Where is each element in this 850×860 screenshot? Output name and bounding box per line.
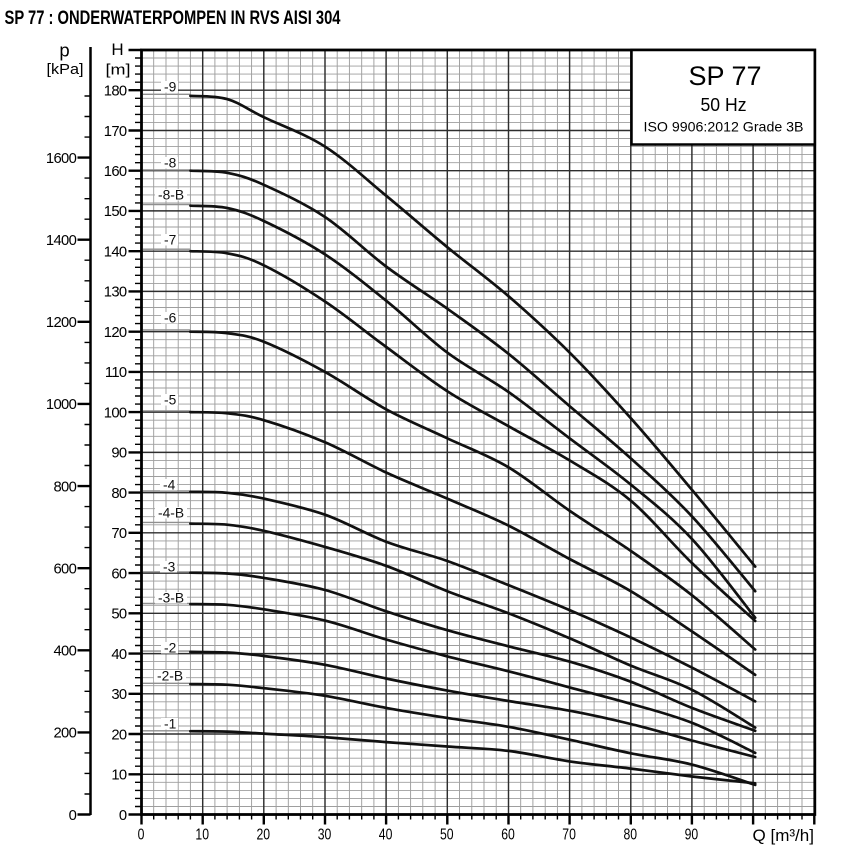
svg-text:0: 0 xyxy=(138,827,145,844)
svg-text:1000: 1000 xyxy=(46,397,77,413)
svg-text:60: 60 xyxy=(111,566,127,582)
svg-text:10: 10 xyxy=(195,827,209,844)
svg-text:-2-B: -2-B xyxy=(157,669,183,684)
svg-text:SP 77 : ONDERWATERPOMPEN IN RV: SP 77 : ONDERWATERPOMPEN IN RVS AISI 304 xyxy=(5,7,341,29)
svg-text:-2: -2 xyxy=(164,641,176,656)
svg-text:90: 90 xyxy=(111,446,127,462)
svg-text:-6: -6 xyxy=(164,311,177,326)
svg-text:30: 30 xyxy=(111,687,127,703)
svg-text:-1: -1 xyxy=(164,717,176,732)
svg-text:200: 200 xyxy=(53,726,76,742)
svg-text:20: 20 xyxy=(111,727,127,743)
svg-text:H: H xyxy=(111,40,123,59)
svg-text:80: 80 xyxy=(111,486,127,502)
svg-text:p: p xyxy=(59,39,69,60)
svg-text:1200: 1200 xyxy=(46,315,77,331)
svg-text:-3: -3 xyxy=(163,560,176,575)
svg-text:90: 90 xyxy=(685,827,699,844)
svg-text:30: 30 xyxy=(318,827,332,844)
svg-text:150: 150 xyxy=(104,204,127,220)
svg-text:140: 140 xyxy=(104,245,127,261)
svg-text:80: 80 xyxy=(624,827,638,844)
svg-text:-3-B: -3-B xyxy=(158,591,184,606)
svg-text:600: 600 xyxy=(53,562,76,578)
svg-text:[kPa]: [kPa] xyxy=(47,61,84,78)
svg-text:130: 130 xyxy=(104,285,127,301)
svg-text:20: 20 xyxy=(257,827,271,844)
svg-text:110: 110 xyxy=(105,365,127,381)
svg-text:-7: -7 xyxy=(164,233,176,248)
svg-text:SP 77: SP 77 xyxy=(689,61,762,91)
svg-text:1600: 1600 xyxy=(46,151,77,167)
svg-text:-4: -4 xyxy=(163,478,176,493)
svg-text:120: 120 xyxy=(104,325,127,341)
svg-text:-8-B: -8-B xyxy=(158,188,184,203)
svg-text:0: 0 xyxy=(69,808,77,824)
svg-text:180: 180 xyxy=(104,84,127,100)
svg-text:60: 60 xyxy=(501,827,515,844)
svg-text:100: 100 xyxy=(104,405,127,421)
svg-text:70: 70 xyxy=(111,526,127,542)
svg-text:800: 800 xyxy=(53,479,76,495)
svg-text:-8: -8 xyxy=(164,156,177,171)
svg-text:40: 40 xyxy=(379,827,393,844)
svg-text:-5: -5 xyxy=(164,393,177,408)
svg-text:10: 10 xyxy=(111,768,127,784)
svg-text:Q [m³/h]: Q [m³/h] xyxy=(753,827,815,845)
svg-text:0: 0 xyxy=(119,808,127,824)
svg-text:-4-B: -4-B xyxy=(158,506,184,521)
svg-text:ISO 9906:2012 Grade 3B: ISO 9906:2012 Grade 3B xyxy=(644,120,804,135)
svg-text:170: 170 xyxy=(104,124,127,140)
svg-text:50 Hz: 50 Hz xyxy=(701,95,747,115)
svg-text:400: 400 xyxy=(53,644,76,660)
svg-text:1400: 1400 xyxy=(46,233,77,249)
svg-text:50: 50 xyxy=(111,607,127,623)
svg-text:[m]: [m] xyxy=(106,62,131,79)
svg-text:40: 40 xyxy=(111,647,127,663)
svg-text:70: 70 xyxy=(562,827,576,844)
svg-text:50: 50 xyxy=(440,827,454,844)
svg-text:-9: -9 xyxy=(164,80,177,95)
svg-text:160: 160 xyxy=(104,164,127,180)
